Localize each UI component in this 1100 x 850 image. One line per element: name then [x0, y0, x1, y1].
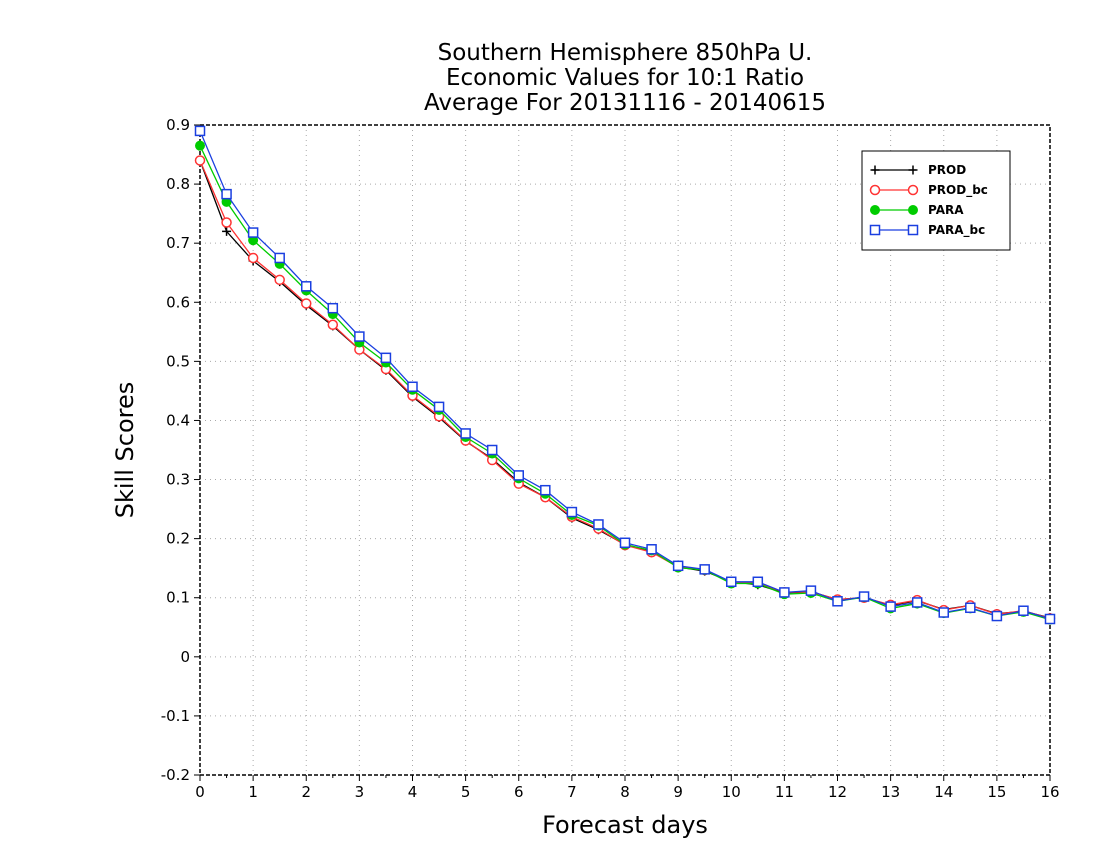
data-point-para-bc — [540, 484, 551, 496]
data-point-para-bc — [301, 281, 312, 292]
data-point-para-bc — [194, 125, 206, 137]
axes: 0 1 2 3 4 5 6 7 8 9 10 11 12 13 14 15 16-0.2-0.100.10.20… — [161, 116, 1060, 801]
data-point-para-bc — [726, 576, 737, 588]
chart-title-line-2: Economic Values for 10:1 Ratio — [446, 65, 804, 91]
data-point-para-bc — [1018, 605, 1029, 616]
x-tick-label: 9 — [673, 783, 683, 801]
data-point-para-bc — [858, 591, 870, 602]
data-point-prod-bc — [274, 274, 285, 286]
data-point-para-bc — [1044, 613, 1056, 625]
data-point-para-bc — [991, 610, 1003, 622]
y-tick-label: 0.5 — [166, 352, 190, 370]
data-point-para-bc — [486, 444, 498, 456]
data-point-prod-bc — [301, 298, 312, 309]
data-point-prod-bc — [194, 155, 206, 166]
x-tick-label: 16 — [1040, 783, 1059, 801]
data-point-para-bc — [699, 564, 710, 575]
x-tick-label: 13 — [881, 783, 900, 801]
y-tick-label: 0.1 — [166, 589, 190, 607]
data-point-para-bc — [380, 352, 392, 364]
y-tick-label: 0.9 — [166, 116, 190, 134]
data-point-prod — [222, 226, 232, 236]
y-axis-label: Skill Scores — [111, 382, 139, 519]
x-axis-label: Forecast days — [542, 811, 708, 839]
series-para-bc — [194, 125, 1056, 625]
x-tick-label: 6 — [514, 783, 524, 801]
x-tick-label: 8 — [620, 783, 630, 801]
data-point-para-bc — [407, 381, 418, 393]
x-tick-label: 10 — [722, 783, 741, 801]
legend-marker-prod-bc — [869, 184, 881, 196]
y-tick-label: 0.4 — [166, 411, 190, 429]
y-tick-label: 0.2 — [166, 530, 190, 548]
legend-item-prod-bc: PROD_bc — [869, 183, 988, 198]
data-point-para-bc — [566, 506, 578, 518]
data-point-para-bc — [885, 601, 896, 612]
y-tick-label: -0.1 — [161, 707, 190, 725]
legend: PROD PROD_bc PARA PARA_bc — [861, 150, 1011, 251]
x-tick-label: 5 — [461, 783, 471, 801]
y-tick-label: 0 — [180, 648, 190, 666]
legend-box — [861, 150, 1011, 251]
y-tick-label: 0.3 — [166, 471, 190, 489]
x-tick-label: 0 — [195, 783, 205, 801]
legend-marker-para — [908, 205, 918, 215]
legend-marker-prod — [870, 165, 880, 175]
x-tick-label: 1 — [248, 783, 258, 801]
legend-item-para-bc: PARA_bc — [869, 223, 985, 238]
y-tick-label: 0.8 — [166, 175, 190, 193]
legend-item-para: PARA — [870, 203, 964, 217]
grid — [200, 125, 1050, 775]
y-tick-label: -0.2 — [161, 766, 190, 784]
data-point-para-bc — [460, 428, 471, 439]
legend-marker-para-bc — [869, 224, 881, 236]
legend-marker-prod-bc — [907, 184, 919, 196]
x-tick-label: 15 — [987, 783, 1006, 801]
legend-marker-para-bc — [907, 224, 919, 236]
x-tick-label: 11 — [775, 783, 794, 801]
data-point-prod-bc — [221, 217, 232, 228]
x-tick-label: 14 — [934, 783, 953, 801]
data-point-para-bc — [752, 576, 764, 588]
data-point-para-bc — [354, 331, 365, 342]
chart-title-line-3: Average For 20131116 - 20140615 — [424, 90, 826, 116]
x-tick-label: 3 — [355, 783, 365, 801]
legend-label-prod-bc: PROD_bc — [928, 183, 988, 198]
x-tick-label: 4 — [408, 783, 418, 801]
data-point-para-bc — [646, 544, 657, 555]
y-tick-label: 0.7 — [166, 234, 190, 252]
data-point-para-bc — [832, 596, 843, 607]
x-tick-label: 7 — [567, 783, 577, 801]
data-point-para-bc — [619, 537, 631, 549]
data-point-para-bc — [805, 585, 817, 596]
data-point-para-bc — [672, 560, 684, 572]
data-point-para-bc — [274, 252, 285, 264]
data-point-para — [195, 140, 205, 151]
data-point-para-bc — [779, 587, 790, 598]
data-point-para-bc — [433, 401, 445, 413]
legend-label-para: PARA — [928, 203, 964, 217]
chart-title-line-1: Southern Hemisphere 850hPa U. — [438, 40, 813, 66]
legend-marker-para — [870, 205, 880, 215]
data-point-para-bc — [513, 470, 524, 481]
data-point-para-bc — [327, 302, 339, 314]
data-point-prod-bc — [247, 252, 259, 264]
data-point-para-bc — [247, 227, 259, 238]
legend-label-para-bc: PARA_bc — [928, 223, 985, 238]
legend-label-prod: PROD — [928, 163, 966, 177]
legend-marker-prod — [908, 165, 918, 175]
x-tick-label: 2 — [301, 783, 311, 801]
legend-item-prod: PROD — [870, 163, 966, 177]
data-point-para-bc — [221, 188, 232, 200]
data-point-para-bc — [593, 519, 604, 530]
x-tick-label: 12 — [828, 783, 847, 801]
data-point-para-bc — [938, 607, 949, 618]
data-point-para-bc — [911, 597, 923, 608]
data-point-prod-bc — [327, 319, 339, 330]
series-layer — [194, 125, 1056, 625]
y-tick-label: 0.6 — [166, 293, 190, 311]
data-point-para-bc — [965, 602, 976, 614]
